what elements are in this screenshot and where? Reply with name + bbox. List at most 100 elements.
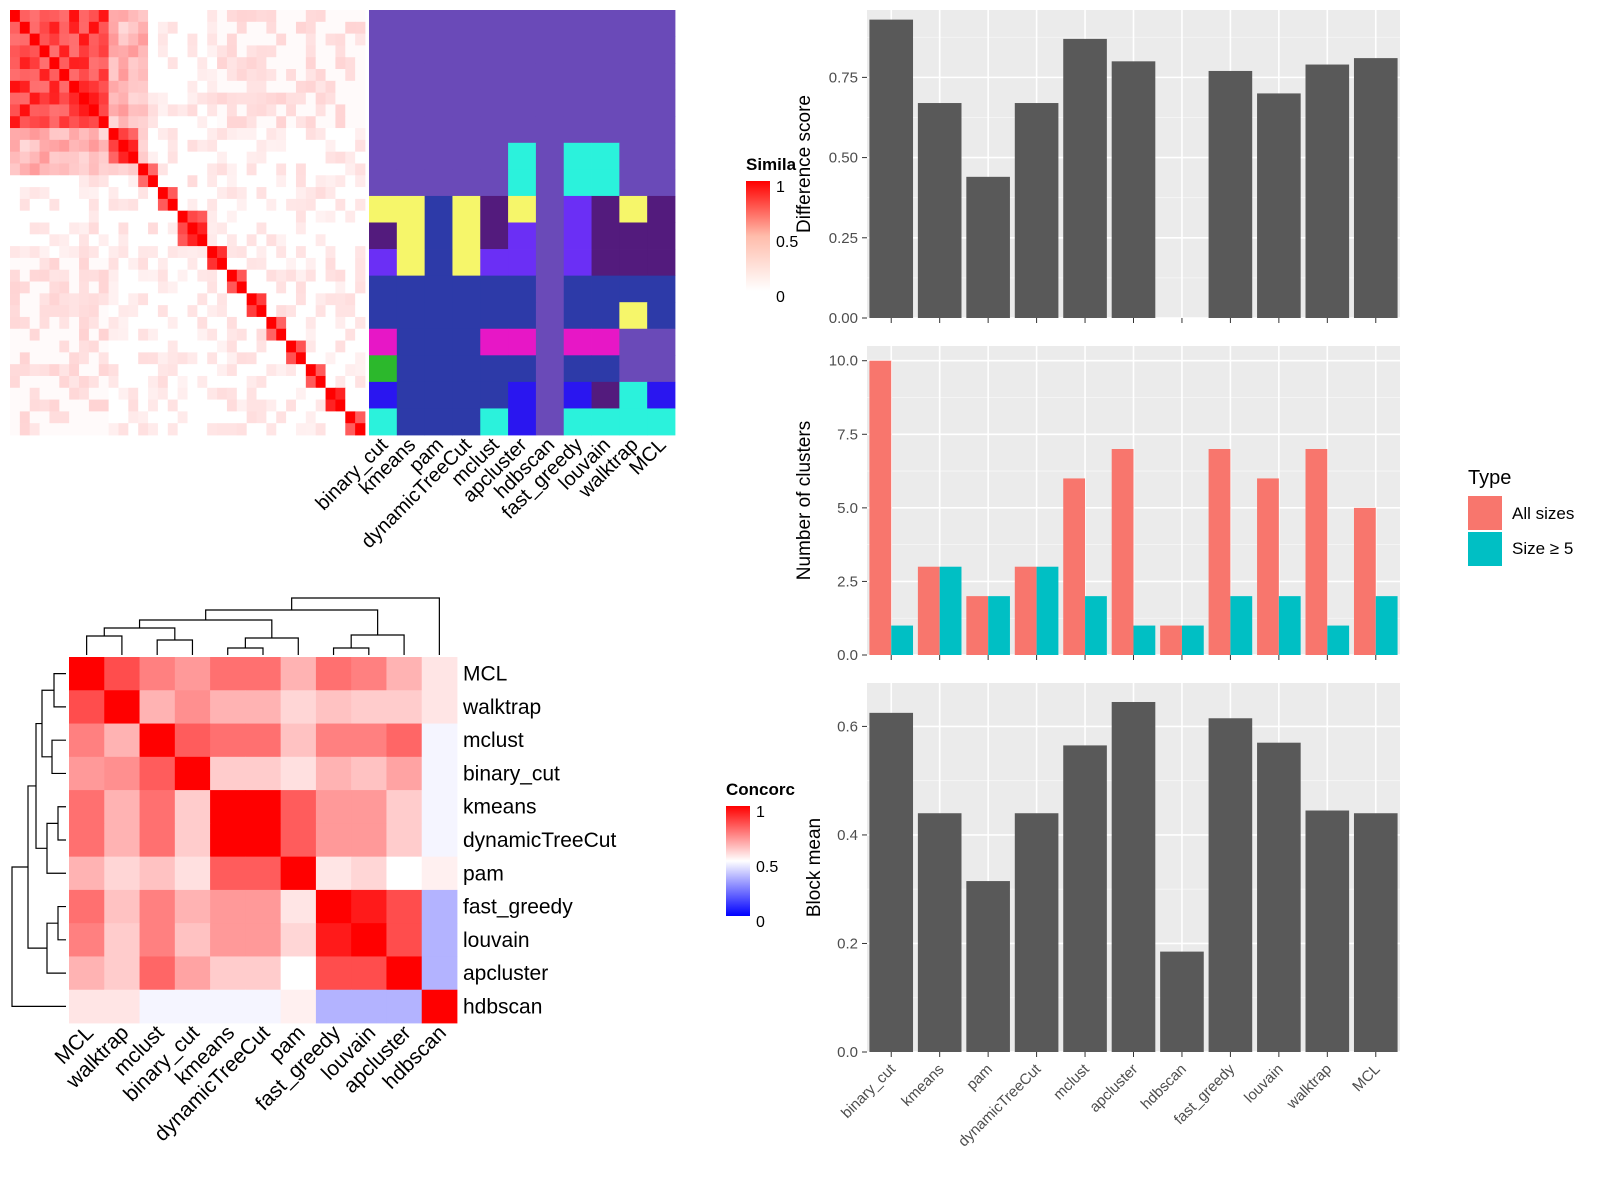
assignment-cell [647, 302, 676, 330]
similarity-cell [98, 222, 110, 235]
concordance-cell [69, 690, 105, 724]
similarity-cell [29, 128, 40, 141]
similarity-cell [39, 69, 50, 82]
similarity-cell [246, 222, 257, 235]
concordance-cell [245, 856, 282, 891]
concordance-legend-bar [726, 806, 750, 916]
assignment-cell [452, 355, 481, 383]
similarity-cell [315, 316, 326, 330]
similarity-cell [246, 33, 257, 46]
similarity-cell [19, 10, 31, 23]
similarity-cell [355, 33, 366, 46]
assignment-cell [452, 222, 481, 250]
y-tick-label: 5.0 [837, 500, 858, 517]
similarity-cell [187, 234, 198, 247]
similarity-cell [315, 10, 326, 23]
similarity-cell [236, 387, 248, 400]
similarity-cell [108, 399, 119, 412]
bar-all-sizes [917, 566, 940, 655]
x-tick-label: pam [963, 1061, 996, 1094]
similarity-cell [217, 375, 228, 389]
similarity-cell [276, 352, 287, 365]
similarity-cell [315, 210, 326, 223]
similarity-cell [335, 375, 346, 389]
similarity-cell [128, 222, 139, 235]
similarity-cell [217, 305, 228, 318]
assignment-cell [508, 10, 537, 37]
similarity-cell [29, 80, 40, 94]
similarity-cell [29, 45, 40, 58]
similarity-cell [315, 305, 326, 318]
assignment-cell [591, 408, 620, 436]
similarity-cell [266, 198, 277, 212]
similarity-cell [276, 269, 287, 282]
similarity-cell [69, 187, 80, 200]
similarity-cell [29, 340, 40, 353]
similarity-cell [69, 57, 80, 70]
assignment-cell [563, 275, 592, 303]
similarity-cell [226, 269, 238, 282]
similarity-cell [236, 187, 248, 200]
similarity-cell [157, 163, 169, 176]
similarity-cell [226, 139, 238, 153]
similarity-cell [236, 328, 248, 341]
similarity-cell [325, 375, 336, 389]
similarity-cell [177, 116, 188, 129]
similarity-cell [49, 33, 60, 46]
similarity-cell [98, 92, 110, 105]
similarity-cell [49, 80, 60, 94]
similarity-cell [335, 387, 346, 400]
similarity-cell [305, 139, 317, 153]
similarity-cell [315, 45, 326, 58]
similarity-cell [256, 269, 267, 282]
similarity-cell [335, 352, 346, 365]
assignment-cell [396, 116, 426, 144]
assignment-cell [452, 381, 481, 409]
similarity-cell [217, 80, 228, 94]
similarity-cell [187, 305, 198, 318]
similarity-cell [69, 257, 80, 271]
assignment-cell [535, 302, 565, 330]
similarity-cell [266, 340, 277, 353]
similarity-cell [108, 210, 119, 223]
similarity-cell [305, 187, 317, 200]
bar [1160, 951, 1204, 1052]
similarity-cell [59, 293, 70, 306]
similarity-cell [236, 163, 248, 176]
similarity-cell [355, 281, 366, 294]
similarity-cell [266, 21, 277, 35]
similarity-cell [325, 399, 336, 412]
similarity-cell [39, 411, 50, 424]
concordance-cell [315, 723, 352, 758]
assignment-cell [452, 142, 481, 170]
similarity-cell [315, 387, 326, 400]
similarity-cell [197, 69, 208, 82]
similarity-cell [276, 210, 287, 223]
similarity-cell [236, 222, 248, 235]
similarity-cell [335, 305, 346, 318]
assignment-cell [563, 249, 592, 277]
assignment-cell [480, 142, 509, 170]
similarity-cell [226, 187, 238, 200]
concordance-cell [104, 823, 140, 858]
assignment-cell [480, 63, 509, 91]
bar-size5 [1133, 625, 1156, 655]
similarity-cell [177, 163, 188, 176]
similarity-cell [286, 151, 297, 164]
similarity-cell [305, 411, 317, 424]
similarity-cell [325, 411, 336, 424]
similarity-cell [226, 57, 238, 70]
similarity-cell [226, 257, 238, 271]
similarity-cell [256, 328, 267, 341]
concordance-row-label: binary_cut [463, 763, 560, 786]
similarity-cell [29, 33, 40, 46]
bar [1353, 58, 1398, 319]
similarity-cell [59, 151, 70, 164]
similarity-cell [98, 281, 110, 294]
assignment-cell [369, 222, 398, 250]
assignment-cell [369, 63, 398, 91]
similarity-cell [207, 281, 218, 294]
similarity-legend-tick: 1 [776, 179, 785, 196]
similarity-cell [187, 281, 198, 294]
